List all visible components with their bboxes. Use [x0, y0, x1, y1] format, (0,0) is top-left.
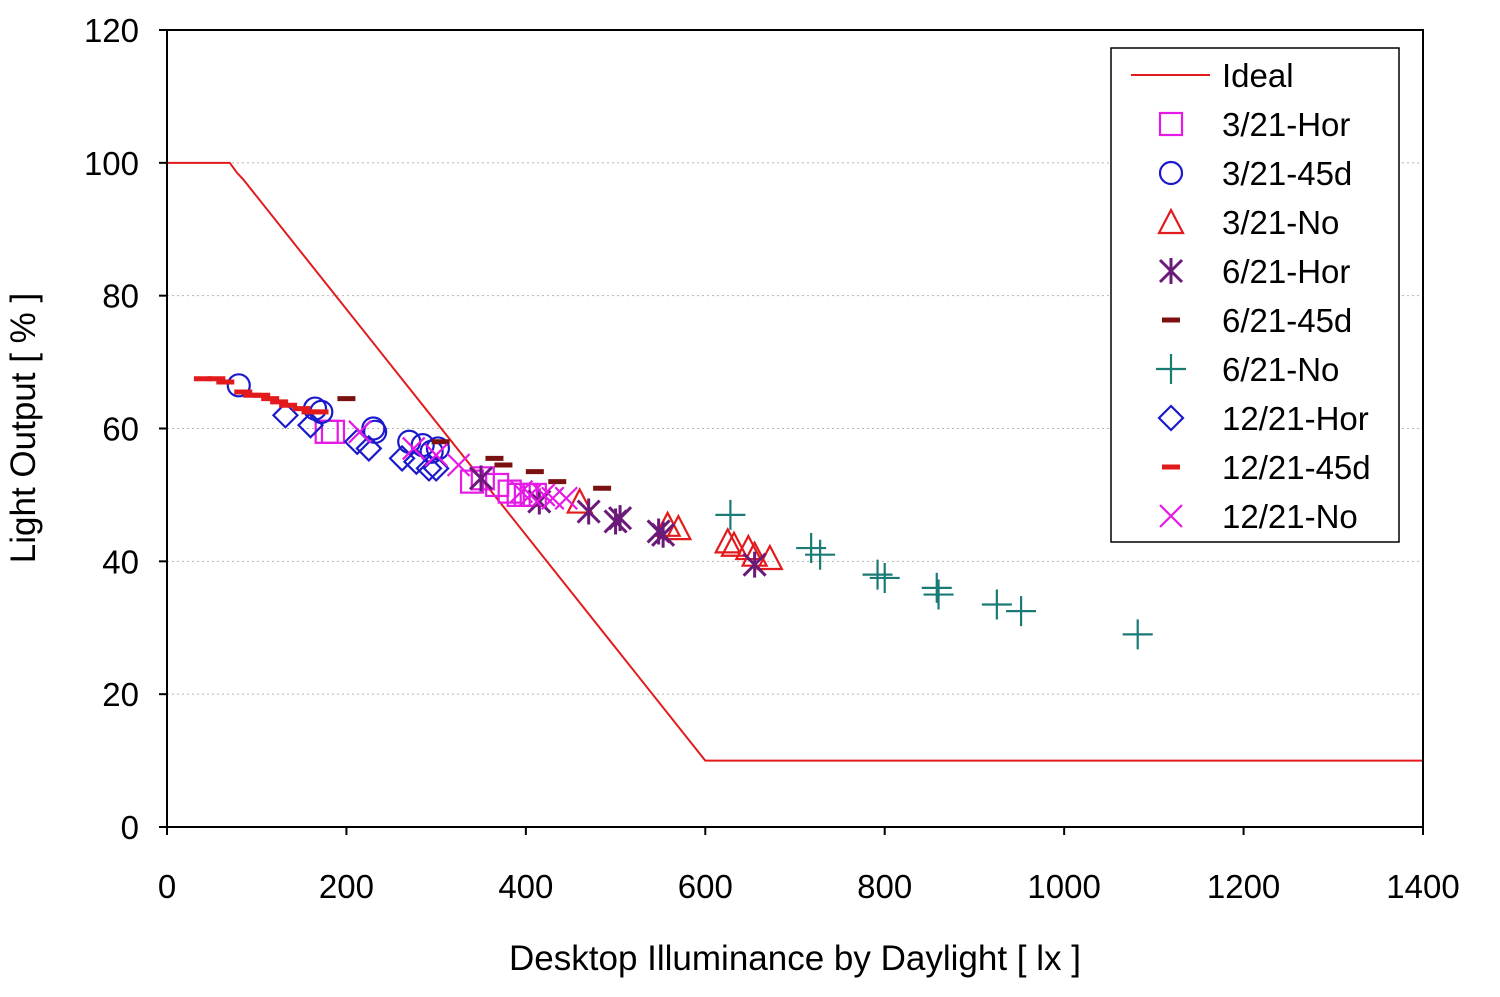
y-tick-label: 60 [102, 411, 139, 448]
data-point [415, 454, 443, 482]
legend-swatch [1158, 111, 1184, 137]
data-point [1122, 619, 1153, 650]
x-tick-label: 200 [319, 868, 374, 905]
x-axis: 0 200 400 600 800 1000 1200 1400 [158, 827, 1460, 905]
legend-label: 6/21-No [1222, 351, 1339, 388]
data-point [923, 579, 954, 610]
x-tick-label: 1400 [1386, 868, 1459, 905]
x-tick-label: 1200 [1207, 868, 1280, 905]
data-point [869, 562, 900, 593]
data-point [565, 487, 594, 514]
legend-swatch [1157, 207, 1185, 235]
legend-label: 6/21-Hor [1222, 253, 1350, 290]
data-point [981, 589, 1012, 620]
x-tick-label: 1000 [1027, 868, 1100, 905]
data-point [348, 420, 372, 444]
legend-swatch [1158, 160, 1184, 186]
x-axis-title: Desktop Illuminance by Daylight [ lx ] [509, 939, 1081, 978]
data-point [468, 465, 494, 492]
data-point [296, 411, 325, 439]
data-point [226, 373, 251, 398]
legend-label: 12/21-No [1222, 498, 1358, 535]
data-point [532, 483, 556, 507]
ideal-line [167, 161, 1423, 762]
data-point [742, 551, 767, 578]
legend-label: 6/21-45d [1222, 302, 1352, 339]
data-point [1006, 596, 1037, 627]
ideal-line-path [167, 161, 1423, 762]
data-point [388, 444, 416, 472]
legend-swatch [1159, 504, 1183, 528]
x-tick-label: 0 [158, 868, 176, 905]
x-tick-label: 800 [857, 868, 912, 905]
y-tick-label: 80 [102, 278, 139, 315]
data-point [320, 419, 346, 444]
legend-label: 3/21-No [1222, 204, 1339, 241]
data-point [355, 434, 383, 462]
x-tick-label: 600 [678, 868, 733, 905]
data-point [470, 466, 495, 491]
data-point [715, 499, 746, 530]
y-tick-label: 0 [121, 809, 139, 846]
y-tick-label: 100 [84, 145, 139, 182]
data-point [921, 572, 952, 603]
data-point [651, 521, 676, 548]
y-axis: 0 20 40 60 80 100 120 [84, 12, 167, 846]
x-tick-label: 400 [498, 868, 553, 905]
data-point [314, 419, 339, 444]
legend-swatch [1158, 258, 1184, 284]
data-point [713, 527, 742, 554]
data-point [607, 505, 633, 532]
data-point [401, 436, 426, 461]
data-point [424, 443, 448, 467]
data-point [862, 559, 893, 590]
y-tick-label: 40 [102, 543, 139, 580]
data-point [805, 539, 836, 570]
legend-swatch [1157, 404, 1185, 432]
legend-label: 12/21-Hor [1222, 400, 1369, 437]
data-point [720, 530, 748, 557]
legend: Ideal 3/21-Hor 3/21-45d 3/21-No 6/21-Hor 6/21… [1110, 47, 1400, 543]
legend-label: 3/21-45d [1222, 155, 1352, 192]
data-point [796, 533, 827, 564]
data-point [271, 401, 299, 429]
data-point [576, 498, 601, 525]
y-tick-label: 120 [84, 12, 139, 49]
legend-label-ideal: Ideal [1222, 57, 1294, 94]
data-point [554, 486, 579, 511]
legend-swatch [1156, 354, 1186, 384]
y-axis-title: Light Output [ % ] [4, 293, 43, 563]
data-point [446, 453, 471, 477]
y-tick-label: 20 [102, 676, 139, 713]
legend-label: 3/21-Hor [1222, 106, 1350, 143]
legend-label: 12/21-45d [1222, 449, 1371, 486]
data-points [193, 373, 1153, 650]
data-point [509, 479, 534, 504]
